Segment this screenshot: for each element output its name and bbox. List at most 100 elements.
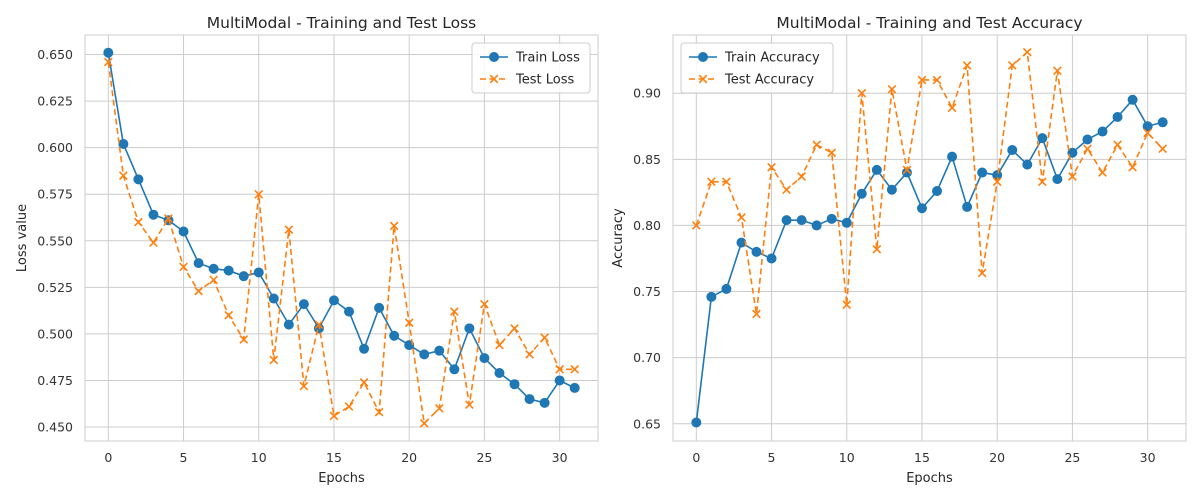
data-point <box>133 174 144 185</box>
x-tick-label: 20 <box>401 450 417 465</box>
x-tick-label: 30 <box>1140 450 1156 465</box>
chart-title: MultiModal - Training and Test Loss <box>207 14 476 32</box>
legend-swatch-marker <box>489 52 499 62</box>
data-point <box>540 333 549 343</box>
data-point <box>118 171 128 180</box>
data-point <box>524 394 535 405</box>
data-point <box>344 306 355 317</box>
y-tick-label: 0.550 <box>37 233 73 248</box>
plot-area <box>672 34 1187 442</box>
data-point <box>766 253 777 264</box>
data-point <box>253 267 264 278</box>
data-point <box>917 75 927 85</box>
data-point <box>886 184 897 195</box>
data-point <box>164 214 173 223</box>
x-tick-label: 5 <box>180 450 188 465</box>
data-point <box>1067 147 1078 158</box>
y-tick-label: 0.500 <box>37 326 73 341</box>
data-point <box>781 215 792 226</box>
data-point <box>721 283 732 294</box>
data-point <box>118 138 129 149</box>
data-point <box>887 84 897 94</box>
data-point <box>465 400 474 410</box>
data-point <box>842 300 852 310</box>
legend-frame <box>471 42 591 94</box>
data-point <box>238 271 249 282</box>
data-point <box>194 286 203 296</box>
data-point <box>1037 177 1047 187</box>
y-axis-label: Accuracy <box>611 208 626 268</box>
data-point <box>299 381 309 391</box>
data-point <box>479 353 490 364</box>
data-point <box>510 323 519 333</box>
x-tick-label: 15 <box>914 450 930 465</box>
series-test-accuracy <box>691 47 1168 319</box>
data-point <box>298 299 309 310</box>
data-point <box>554 375 565 386</box>
data-point <box>344 402 354 411</box>
data-point <box>134 217 143 227</box>
data-point <box>827 148 837 158</box>
legend: Train Accuracy Test Accuracy <box>680 42 834 94</box>
data-point <box>1022 159 1033 170</box>
data-point <box>811 220 822 231</box>
data-point <box>103 57 113 67</box>
data-point <box>1112 111 1123 122</box>
data-point <box>1128 162 1137 172</box>
data-point <box>419 349 430 360</box>
data-point <box>856 188 867 199</box>
data-point <box>752 309 761 319</box>
data-point <box>103 47 114 58</box>
x-tick-label: 0 <box>104 450 112 465</box>
data-point <box>932 75 942 85</box>
data-point <box>1098 168 1107 177</box>
data-point <box>706 291 717 302</box>
legend-label: Train Accuracy <box>724 51 820 66</box>
data-point <box>149 238 158 248</box>
data-point <box>314 320 324 329</box>
data-point <box>1007 145 1018 156</box>
x-tick-label: 15 <box>326 450 342 465</box>
data-point <box>193 258 204 269</box>
data-point <box>1083 144 1092 154</box>
data-point <box>722 177 731 187</box>
y-tick-label: 0.525 <box>37 280 73 295</box>
legend-swatch-marker <box>489 74 499 84</box>
legend-swatch-marker <box>698 74 708 84</box>
y-tick-label: 0.75 <box>633 284 661 299</box>
y-tick-label: 0.475 <box>37 373 73 388</box>
x-tick-label: 10 <box>251 450 267 465</box>
data-point <box>178 226 189 237</box>
data-point <box>1037 133 1048 144</box>
data-point <box>283 319 294 330</box>
data-point <box>826 213 837 224</box>
y-tick-label: 0.65 <box>633 416 661 431</box>
chart-title: MultiModal - Training and Test Accuracy <box>776 14 1082 32</box>
data-point <box>916 203 927 214</box>
data-point <box>480 299 489 309</box>
data-point <box>812 140 822 150</box>
data-point <box>737 213 746 222</box>
data-point <box>841 217 852 228</box>
x-axis-label: Epochs <box>906 471 953 486</box>
data-point <box>1007 61 1017 70</box>
data-point <box>269 355 279 365</box>
data-point <box>1158 144 1168 154</box>
data-point <box>179 262 188 272</box>
data-point <box>977 167 988 178</box>
data-point <box>1157 117 1168 128</box>
data-point <box>871 164 882 175</box>
data-point <box>782 185 791 195</box>
data-point <box>434 404 444 413</box>
data-point <box>1143 128 1153 138</box>
data-point <box>932 186 943 197</box>
data-point <box>389 221 399 231</box>
data-point <box>555 364 565 374</box>
y-tick-label: 0.85 <box>633 152 661 167</box>
data-point <box>570 364 580 374</box>
data-point <box>796 215 807 226</box>
data-point <box>254 189 264 199</box>
data-point <box>374 302 385 313</box>
y-tick-label: 0.650 <box>37 47 73 62</box>
